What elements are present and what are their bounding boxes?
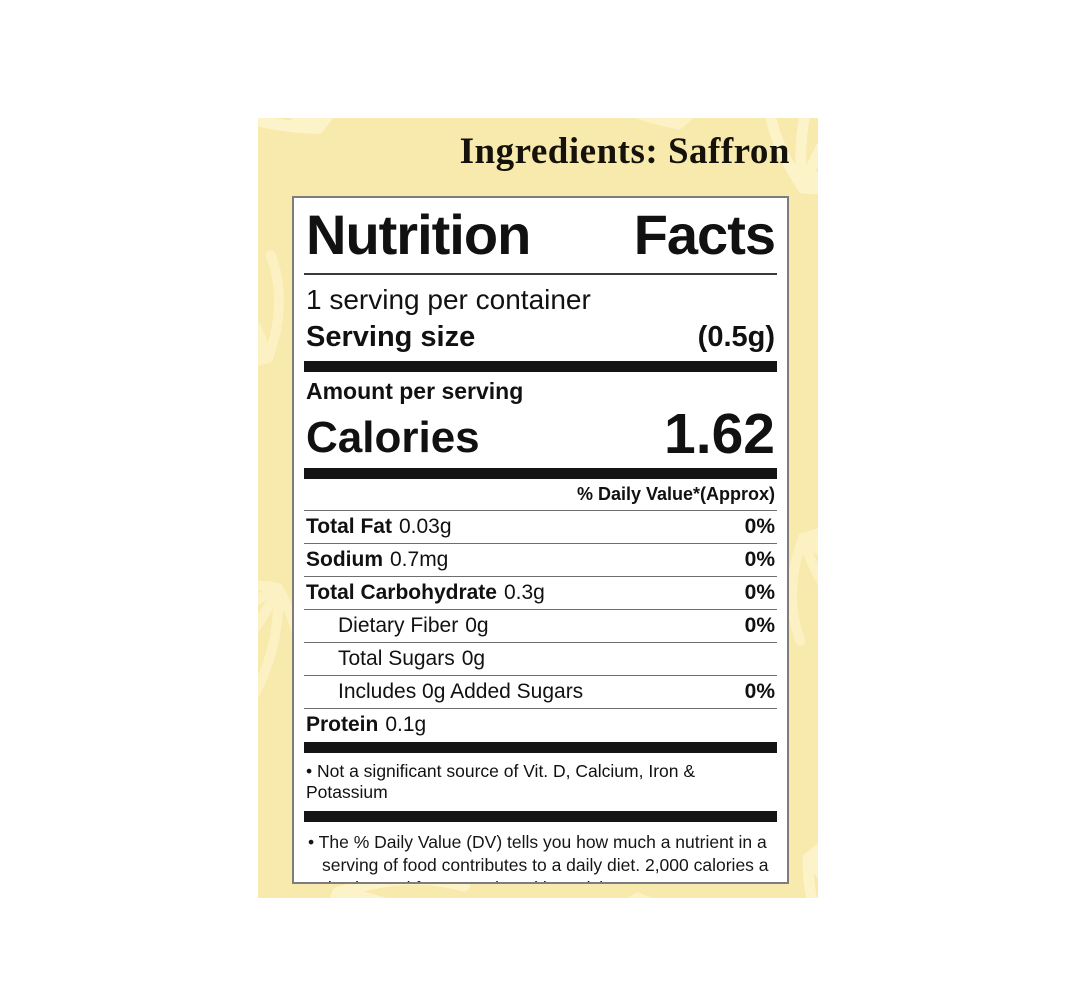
nutrient-name: Includes 0g Added Sugars [338, 680, 584, 704]
nutrient-row-total-fat: Total Fat 0.03g 0% [304, 509, 777, 543]
nutrient-row-dietary-fiber: Dietary Fiber 0g 0% [304, 609, 777, 642]
serving-size-row: Serving size (0.5g) [304, 320, 777, 362]
daily-value-header: % Daily Value*(Approx) [576, 483, 775, 504]
nutrient-name: Dietary Fiber [338, 614, 459, 638]
ingredients-heading: Ingredients: Saffron [459, 131, 790, 172]
nutrient-daily-value: 0% [744, 680, 775, 704]
thick-divider-bar [304, 467, 777, 479]
nutrient-row-protein: Protein 0.1g [304, 708, 777, 741]
nutrient-daily-value: 0% [744, 547, 775, 571]
amount-per-serving-label: Amount per serving [306, 378, 524, 405]
nutrient-name: Total Fat [306, 514, 392, 538]
nutrient-row-total-carbohydrate: Total Carbohydrate 0.3g 0% [304, 575, 777, 609]
nutrient-name: Total Carbohydrate [306, 580, 497, 604]
nutrient-row-sodium: Sodium 0.7mg 0% [304, 542, 777, 576]
nutrient-amount: 0.1g [385, 713, 427, 737]
calories-label: Calories [306, 412, 480, 462]
nutrient-daily-value: 0% [744, 580, 775, 604]
nutrient-amount: 0.03g [398, 514, 452, 538]
nutrient-amount: 0g [461, 647, 486, 671]
thick-divider-bar [304, 361, 777, 373]
nutrient-name: Sodium [306, 547, 383, 571]
nutrition-facts-label: Nutrition Facts 1 serving per container … [292, 196, 789, 884]
nutrient-daily-value: 0% [744, 614, 775, 638]
not-significant-source-note: • Not a significant source of Vit. D, Ca… [306, 760, 696, 802]
nutrient-daily-value: 0% [744, 514, 775, 538]
nutrient-amount: 0g [465, 614, 489, 638]
calories-value: 1.62 [664, 401, 775, 466]
nutrient-amount: 0.3g [503, 580, 545, 604]
nutrient-amount: 0.7mg [390, 547, 449, 571]
nutrient-row-total-sugars: Total Sugars 0g [304, 642, 777, 675]
nutrition-facts-title: Nutrition Facts [304, 198, 777, 275]
daily-value-footnote: • The % Daily Value (DV) tells you how m… [308, 831, 769, 882]
serving-size-label: Serving size [306, 320, 476, 353]
serving-size-value: (0.5g) [697, 320, 775, 353]
servings-per-container: 1 serving per container [306, 284, 591, 315]
nutrient-name: Total Sugars [338, 647, 455, 671]
nutrient-name: Protein [306, 713, 379, 737]
calories-row: Calories 1.62 [304, 401, 777, 468]
thick-divider-bar [304, 741, 777, 753]
thick-divider-bar [304, 810, 777, 822]
nutrient-row-added-sugars: Includes 0g Added Sugars 0% [304, 675, 777, 708]
title-word-facts: Facts [633, 203, 776, 266]
title-word-nutrition: Nutrition [306, 203, 531, 266]
